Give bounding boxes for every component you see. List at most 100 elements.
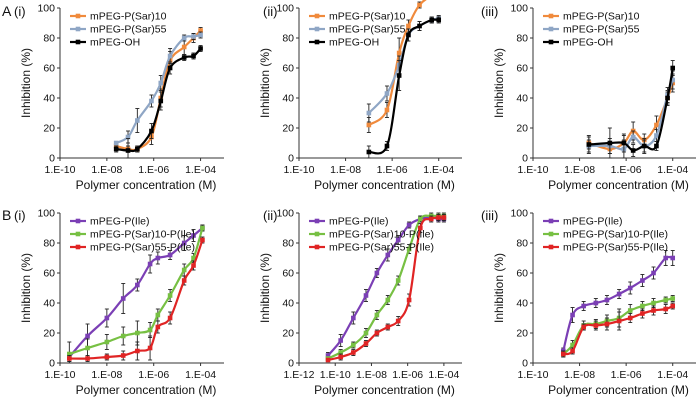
data-point	[385, 297, 391, 303]
x-tick-label: 1.E-06	[611, 164, 642, 176]
data-point	[67, 351, 72, 357]
legend-entry: mPEG-P(Sar)55-P(Ile)	[90, 242, 195, 254]
data-point	[158, 98, 164, 104]
data-point	[436, 17, 442, 23]
y-tick-label: 0	[288, 358, 294, 370]
data-point	[627, 285, 633, 291]
data-point	[640, 303, 645, 309]
y-tick-label: 80	[43, 33, 55, 45]
panel-label: (i)	[14, 4, 26, 19]
y-tick-label: 60	[43, 63, 55, 75]
legend-entry: mPEG-P(Sar)55-P(Ile)	[563, 242, 668, 254]
x-tick-label: 1.E-04	[185, 369, 216, 381]
series-line	[115, 33, 201, 145]
data-point	[418, 216, 423, 222]
y-tick-label: 20	[43, 123, 55, 135]
legend-entry: mPEG-OH	[563, 37, 613, 49]
data-point	[663, 255, 669, 261]
y-tick-label: 60	[282, 268, 294, 280]
legend-entry: mPEG-P(Sar)55	[563, 24, 640, 36]
data-point	[198, 28, 203, 33]
data-point	[385, 252, 391, 258]
y-tick-label: 100	[37, 3, 55, 15]
data-point	[104, 354, 110, 360]
legend-swatch-marker	[548, 244, 554, 250]
legend-swatch-marker	[548, 26, 554, 32]
x-tick-label: 1.E-06	[392, 369, 423, 381]
data-point	[406, 297, 412, 303]
data-point	[167, 252, 173, 258]
y-tick-label: 100	[276, 208, 294, 220]
y-axis-label: Inhibition (%)	[258, 48, 272, 118]
data-point	[374, 270, 380, 276]
data-point	[429, 17, 435, 23]
y-axis-label: Inhibition (%)	[19, 253, 33, 323]
chart-panel-1: (i) 0 20 40 60 80 100 1.E-10 1.E-08 1.E-06 1.E-04 P…	[14, 3, 224, 192]
data-point	[670, 296, 676, 301]
panel-label: (i)	[14, 208, 26, 223]
panels: (i) 0 20 40 60 80 100 1.E-10 1.E-08 1.E-06 1.E-04 P…	[14, 0, 696, 397]
legend-swatch-marker	[548, 231, 554, 237]
data-point	[663, 297, 669, 303]
data-point	[396, 73, 402, 78]
data-point	[120, 296, 126, 301]
data-point	[616, 318, 622, 324]
y-tick-label: 40	[43, 298, 55, 310]
chart-panel-6: (iii) 0 20 40 60 80 100 1.E-10 1.E-08 1.E-06 1.E-0…	[481, 208, 696, 397]
data-point	[641, 143, 647, 149]
data-point	[338, 354, 343, 360]
y-tick-label: 80	[516, 33, 528, 45]
x-tick-label: 1.E-10	[518, 164, 549, 176]
data-point	[113, 146, 119, 152]
series-2	[560, 295, 676, 358]
y-tick-label: 0	[522, 153, 528, 165]
data-point	[651, 270, 656, 276]
data-point	[406, 32, 411, 38]
series-line	[69, 239, 204, 360]
data-point	[155, 324, 161, 330]
legend-swatch-marker	[75, 231, 81, 237]
data-point	[418, 225, 423, 231]
data-point	[149, 128, 154, 134]
data-point	[670, 65, 676, 71]
legend-entry: mPEG-P(Sar)10-P(Ile)	[563, 229, 668, 241]
data-point	[627, 308, 633, 313]
legend-swatch-marker	[548, 13, 554, 19]
series-3	[67, 236, 205, 362]
y-tick-label: 100	[276, 3, 294, 15]
data-point	[135, 348, 140, 354]
data-point	[135, 282, 140, 288]
data-point	[363, 293, 369, 298]
series-2	[113, 31, 203, 146]
series-3	[560, 302, 676, 358]
legend-entry: mPEG-P(Ile)	[329, 216, 389, 228]
y-tick-label: 80	[43, 238, 55, 250]
legend-entry: mPEG-P(Sar)10	[563, 11, 640, 23]
data-point	[396, 50, 402, 56]
chart-panel-4: (i) 0 20 40 60 80 100 1.E-10 1.E-08 1.E-06 1.E-04 P…	[14, 208, 224, 397]
data-point	[384, 91, 390, 96]
y-tick-label: 20	[282, 123, 294, 135]
data-point	[654, 143, 659, 149]
data-point	[663, 306, 669, 312]
data-point	[125, 148, 131, 153]
data-point	[395, 278, 401, 283]
data-point	[630, 134, 636, 140]
x-tick-label: 1.E-08	[564, 369, 595, 381]
data-point	[374, 312, 380, 318]
series-2	[67, 224, 205, 364]
data-point	[630, 148, 636, 153]
data-point	[627, 315, 633, 321]
series-2	[586, 70, 676, 159]
data-point	[198, 46, 203, 51]
data-point	[181, 55, 187, 60]
x-tick-label: 1.E-04	[185, 164, 216, 176]
legend-swatch-marker	[75, 244, 81, 250]
x-axis-label: Polymer concentration (M)	[76, 383, 217, 397]
data-point	[147, 327, 153, 333]
legend-swatch-marker	[314, 218, 320, 224]
data-point	[441, 215, 447, 220]
data-point	[395, 237, 401, 243]
data-point	[384, 107, 390, 113]
y-tick-label: 40	[516, 298, 528, 310]
